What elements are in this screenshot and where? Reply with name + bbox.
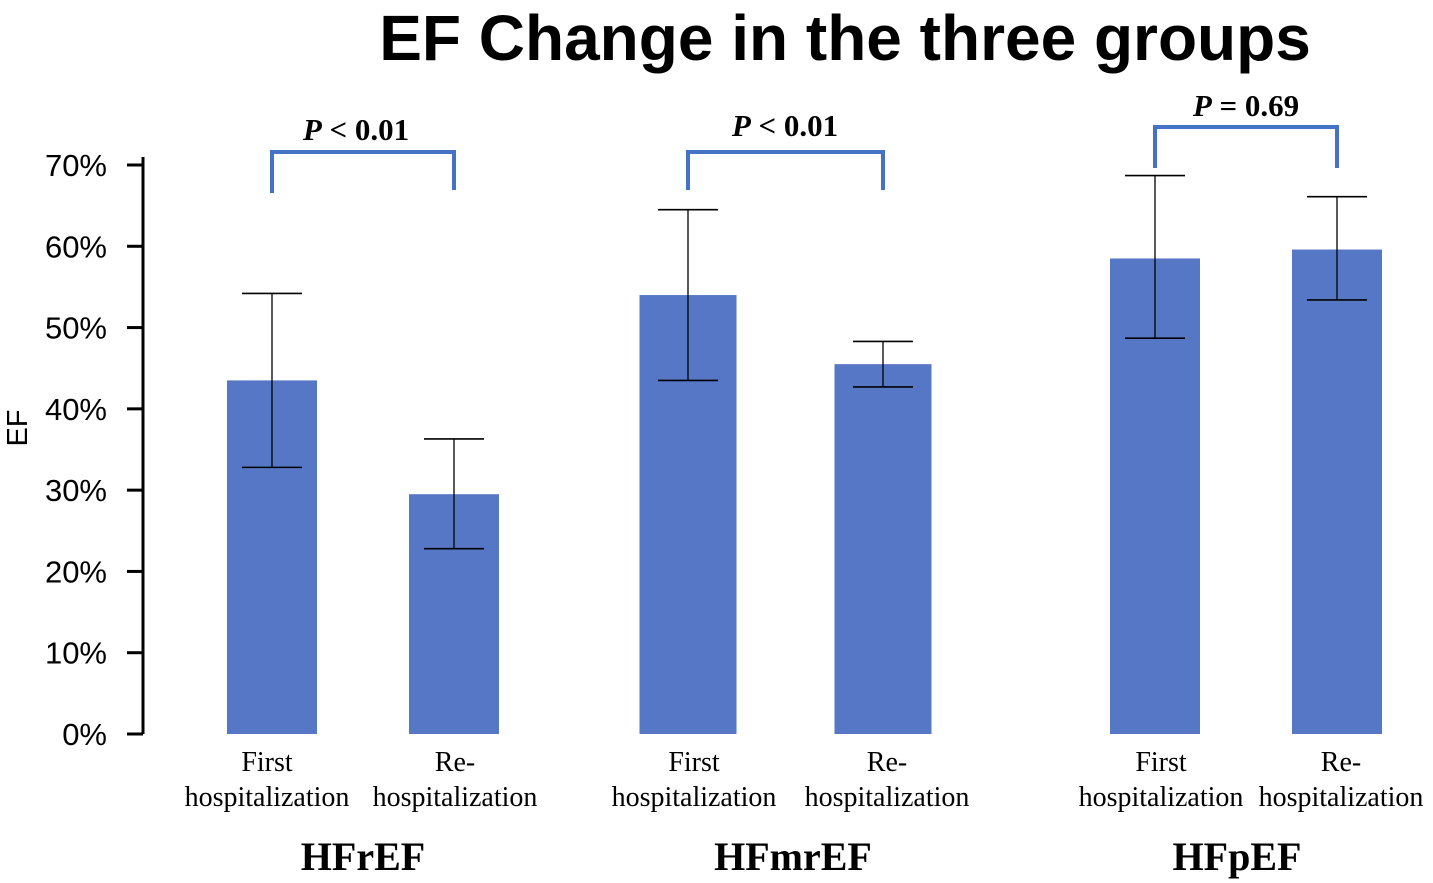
x-category-label: hospitalization: [185, 782, 350, 813]
p-value-symbol: P: [1192, 88, 1213, 123]
p-value-text: < 0.01: [322, 112, 409, 147]
bar: [834, 364, 932, 734]
y-tick-label: 50%: [45, 311, 107, 346]
y-axis: 0% 10% 20% 30% 40% 50% 60% 70%: [45, 148, 145, 752]
significance-bracket: [686, 150, 885, 190]
p-value-text: < 0.01: [751, 108, 838, 143]
x-category-label: Re-: [435, 747, 475, 778]
x-category-label: hospitalization: [373, 782, 538, 813]
y-tick-label: 0%: [62, 717, 107, 752]
x-labels-layer: First hospitalization Re-hospitalization HF…: [185, 747, 1424, 879]
x-category-label: First: [1135, 747, 1187, 778]
y-tick-label: 70%: [45, 148, 107, 183]
x-category-label: hospitalization: [612, 782, 777, 813]
significance-bracket: [1153, 125, 1339, 168]
x-category-label: Re-: [867, 747, 907, 778]
p-value-symbol: P: [731, 108, 752, 143]
y-tick-label: 30%: [45, 473, 107, 508]
y-tick-label: 20%: [45, 554, 107, 589]
chart-title: EF Change in the three groups: [379, 2, 1311, 74]
bar: [1292, 249, 1382, 734]
significance-brackets-layer: P < 0.01 P < 0.01P = 0.69: [270, 88, 1339, 193]
y-tick-label: 40%: [45, 392, 107, 427]
group-label: HFrEF: [301, 834, 425, 879]
x-category-label: Re-: [1321, 747, 1361, 778]
x-category-label: hospitalization: [1079, 782, 1244, 813]
x-category-label: First: [241, 747, 293, 778]
p-value-label: P < 0.01: [302, 112, 409, 147]
y-tick-label: 60%: [45, 229, 107, 264]
x-category-label: First: [668, 747, 720, 778]
y-tick-label: 10%: [45, 636, 107, 671]
p-value-symbol: P: [302, 112, 323, 147]
p-value-label: P = 0.69: [1192, 88, 1299, 123]
x-category-label: hospitalization: [1259, 782, 1424, 813]
y-axis-label: EF: [2, 409, 34, 446]
x-category-label: hospitalization: [805, 782, 970, 813]
bars-layer: [227, 249, 1382, 734]
group-label: HFpEF: [1173, 834, 1302, 879]
p-value-label: P < 0.01: [731, 108, 838, 143]
error-bars-layer: [242, 174, 1367, 550]
group-label: HFmrEF: [714, 834, 872, 879]
significance-bracket: [270, 150, 456, 193]
p-value-text: = 0.69: [1212, 88, 1299, 123]
